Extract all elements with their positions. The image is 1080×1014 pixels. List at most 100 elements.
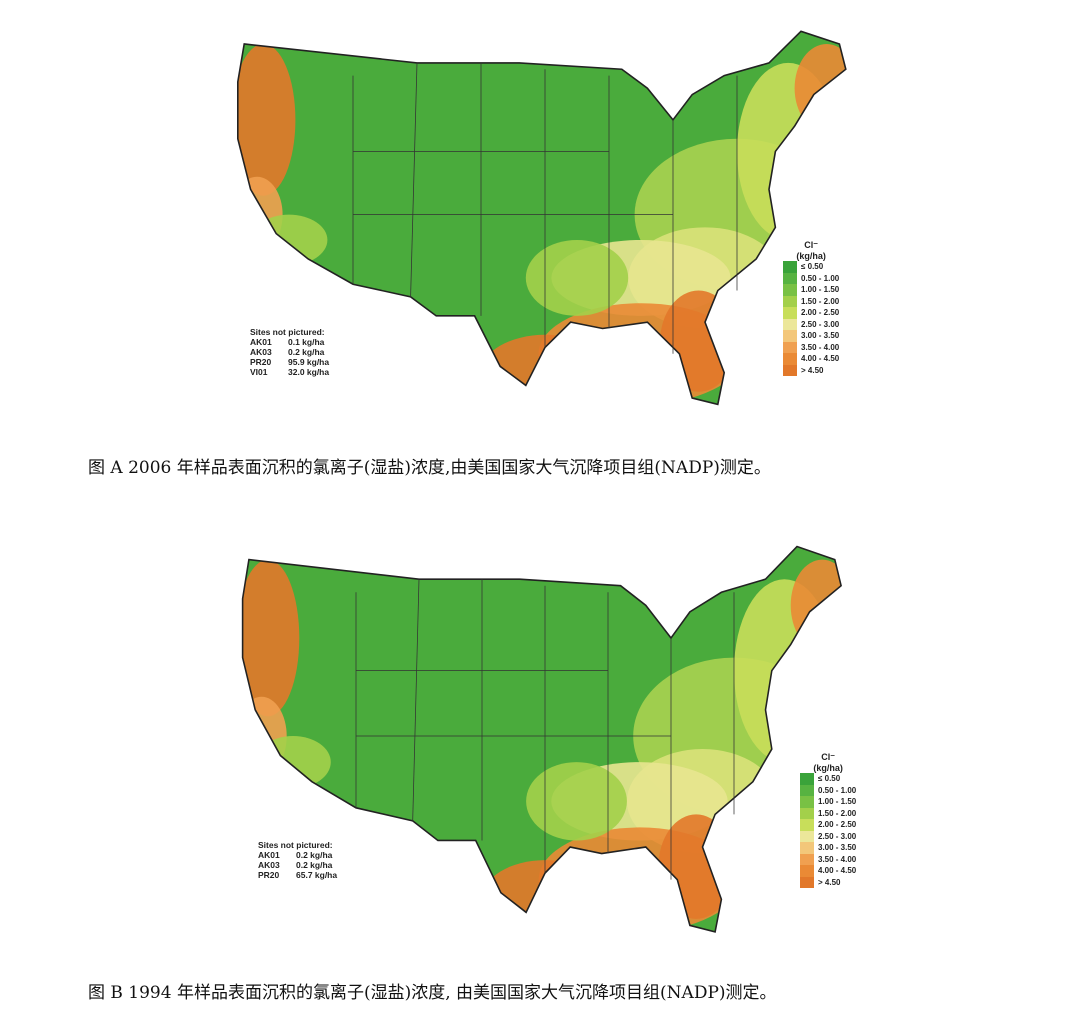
region [237, 43, 296, 196]
site-row: AK01 0.2 kg/ha [258, 850, 337, 860]
legend-swatch [800, 807, 814, 819]
legend-item: > 4.50 [800, 876, 856, 888]
legend-label: 3.00 - 3.50 [801, 331, 840, 341]
map [237, 30, 847, 406]
region [737, 62, 840, 240]
legend: Cl⁻ (kg/ha) ≤ 0.50 0.50 - 1.00 1.00 - 1.50 1.… [783, 240, 839, 376]
legend-title: Cl⁻ [821, 752, 835, 762]
legend-item: 2.00 - 2.50 [783, 307, 839, 319]
region [660, 290, 737, 392]
region [734, 579, 835, 763]
site-id: AK01 [250, 337, 272, 347]
sites-title: Sites not pictured: [250, 327, 325, 337]
map [241, 545, 842, 933]
legend-label: 1.50 - 2.00 [818, 808, 857, 818]
site-row: VI01 32.0 kg/ha [250, 367, 329, 377]
legend-swatch [783, 318, 797, 330]
region [242, 696, 287, 776]
figure [230, 540, 860, 945]
site-value: 0.2 kg/ha [296, 860, 333, 870]
legend-label: 2.00 - 2.50 [801, 308, 840, 318]
border [241, 545, 842, 933]
site-value: 0.2 kg/ha [288, 347, 325, 357]
legend-swatch [800, 773, 814, 785]
figure [225, 25, 865, 417]
site-row: PR20 95.9 kg/ha [250, 357, 329, 367]
site-row: AK03 0.2 kg/ha [250, 347, 329, 357]
border [237, 30, 847, 406]
legend-swatch [783, 295, 797, 307]
legend-item: 3.50 - 4.00 [800, 853, 857, 865]
region [790, 559, 842, 652]
legend-label: > 4.50 [801, 365, 824, 375]
legend-label: 2.50 - 3.00 [801, 319, 840, 329]
site-id: AK01 [258, 850, 280, 860]
site-value: 0.1 kg/ha [288, 337, 325, 347]
legend-label: 3.50 - 4.00 [818, 854, 857, 864]
site-id: VI01 [250, 367, 268, 377]
region [658, 814, 734, 919]
legend-label: 4.00 - 4.50 [801, 354, 840, 364]
legend-swatch [783, 261, 797, 273]
legend-swatch [783, 272, 797, 284]
region [255, 735, 331, 789]
legend-item: 4.00 - 4.50 [800, 865, 856, 877]
legend-swatch [800, 876, 814, 888]
site-value: 32.0 kg/ha [288, 367, 330, 377]
legend-item: 1.50 - 2.00 [783, 295, 840, 307]
legend-item: 3.50 - 4.00 [783, 341, 839, 353]
legend-item: 1.00 - 1.50 [800, 796, 856, 808]
region [242, 559, 300, 717]
legend-item: 2.50 - 3.00 [800, 830, 857, 842]
legend-label: 1.50 - 2.00 [801, 296, 840, 306]
site-row: AK01 0.1 kg/ha [250, 337, 329, 347]
legend-item: 0.50 - 1.00 [783, 272, 840, 284]
site-row: PR20 65.7 kg/ha [258, 870, 337, 880]
legend-unit: (kg/ha) [796, 251, 826, 261]
legend-swatch [800, 784, 814, 796]
legend-label: 4.00 - 4.50 [818, 866, 857, 876]
state-line [410, 62, 418, 297]
sites: Sites not pictured: AK01 0.1 kg/ha AK03 0.2 … [250, 327, 329, 377]
legend-item: 3.00 - 3.50 [800, 842, 856, 854]
legend-swatch [783, 330, 797, 342]
legend-item: 3.00 - 3.50 [783, 330, 839, 342]
site-value: 0.2 kg/ha [296, 850, 333, 860]
site-id: AK03 [250, 347, 272, 357]
caption: 图 A 2006 年样品表面沉积的氯离子(湿盐)浓度,由美国国家大气沉降项目组(… [88, 458, 771, 478]
legend-swatch [783, 341, 797, 353]
legend-label: 3.00 - 3.50 [818, 843, 857, 853]
site-id: AK03 [258, 860, 280, 870]
legend-label: > 4.50 [818, 877, 841, 887]
legend-swatch [783, 284, 797, 296]
state-line [412, 579, 420, 821]
site-value: 65.7 kg/ha [296, 870, 338, 880]
region [526, 762, 627, 841]
legend-label: 0.50 - 1.00 [818, 785, 857, 795]
legend-swatch [800, 842, 814, 854]
legend-item: > 4.50 [783, 364, 839, 376]
site-id: PR20 [258, 870, 280, 880]
legend-label: 1.00 - 1.50 [801, 285, 840, 295]
region [794, 43, 846, 133]
legend-unit: (kg/ha) [813, 763, 843, 773]
legend: Cl⁻ (kg/ha) ≤ 0.50 0.50 - 1.00 1.00 - 1.50 1.… [800, 752, 856, 888]
legend-label: ≤ 0.50 [818, 774, 841, 784]
sites-title: Sites not pictured: [258, 840, 333, 850]
legend-swatch [783, 307, 797, 319]
legend-swatch [800, 796, 814, 808]
legend-item: ≤ 0.50 [800, 773, 856, 785]
legend-item: 0.50 - 1.00 [800, 784, 857, 796]
site-id: PR20 [250, 357, 272, 367]
legend-item: 2.00 - 2.50 [800, 819, 856, 831]
legend-label: 0.50 - 1.00 [801, 273, 840, 283]
legend-label: 1.00 - 1.50 [818, 797, 857, 807]
legend-swatch [800, 830, 814, 842]
legend-item: 1.50 - 2.00 [800, 807, 857, 819]
region [250, 214, 328, 266]
region [525, 239, 629, 316]
legend-swatch [800, 865, 814, 877]
legend-item: 2.50 - 3.00 [783, 318, 840, 330]
legend-label: 2.50 - 3.00 [818, 831, 857, 841]
